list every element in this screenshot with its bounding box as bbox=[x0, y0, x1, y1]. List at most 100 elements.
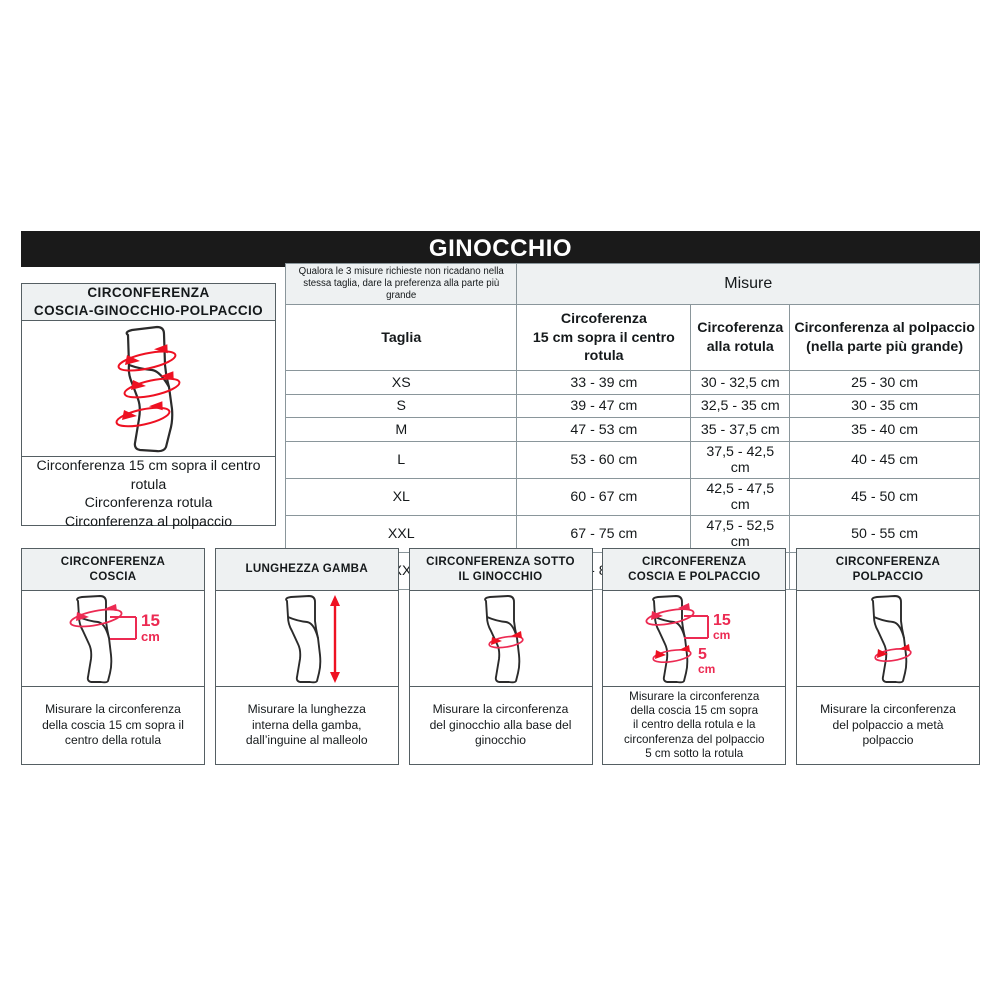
card-title-line1: LUNGHEZZA GAMBA bbox=[245, 562, 369, 576]
card-desc-line-2: della coscia 15 cm sopra il bbox=[42, 717, 184, 732]
annotation-value-15: 15 bbox=[713, 612, 731, 629]
info-desc-line-2: Circonferenza rotula bbox=[84, 495, 213, 512]
card-desc-line-3: polpaccio bbox=[862, 733, 914, 748]
annotation-value: 15 bbox=[141, 611, 160, 630]
column-header-rotula-line1: Circoferenza bbox=[697, 320, 784, 337]
column-header-taglia: Taglia bbox=[284, 304, 518, 372]
card-desc-line-4: circonferenza del polpaccio bbox=[624, 732, 765, 746]
card-desc-line-3: ginocchio bbox=[474, 733, 527, 748]
info-panel-header: CIRCONFERENZA COSCIA-GINOCCHIO-POLPACCIO bbox=[22, 284, 275, 322]
card-circonferenza-polpaccio: CIRCONFERENZA POLPACCIO Misurare la circ… bbox=[796, 548, 980, 765]
chart-title-bar: GINOCCHIO bbox=[21, 231, 980, 267]
column-header-sopra-rotula-line3: rotula bbox=[584, 348, 624, 365]
card-desc-line-1: Misurare la circonferenza bbox=[432, 701, 569, 716]
card-header: CIRCONFERENZA SOTTO IL GINOCCHIO bbox=[409, 549, 592, 591]
cell-polpaccio: 40 - 45 cm bbox=[789, 440, 980, 479]
page-title: GINOCCHIO bbox=[428, 235, 573, 262]
thigh-and-calf-circumference-icon: 15 cm 5 cm bbox=[645, 594, 731, 683]
card-desc-line-5: 5 cm sotto la rotula bbox=[645, 746, 744, 760]
info-panel-title-line1: CIRCONFERENZA bbox=[87, 285, 210, 300]
column-header-polpaccio: Circonferenza al polpaccio (nella parte … bbox=[789, 304, 980, 372]
cell-sopra-rotula: 33 - 39 cm bbox=[516, 370, 692, 395]
cell-rotula: 47,5 - 52,5 cm bbox=[690, 514, 791, 553]
card-title-line1: CIRCONFERENZA SOTTO bbox=[426, 555, 575, 569]
card-figure: 15 cm 5 cm bbox=[603, 591, 786, 687]
cell-polpaccio: 25 - 30 cm bbox=[789, 370, 980, 395]
cell-sopra-rotula: 39 - 47 cm bbox=[516, 393, 692, 419]
info-panel-title-line2: COSCIA-GINOCCHIO-POLPACCIO bbox=[33, 303, 264, 319]
length-double-arrow-icon bbox=[329, 594, 340, 683]
table-row: XS 33 - 39 cm 30 - 32,5 cm 25 - 30 cm bbox=[284, 370, 980, 395]
cell-rotula: 42,5 - 47,5 cm bbox=[690, 477, 791, 516]
card-circonferenza-coscia-polpaccio: CIRCONFERENZA COSCIA E POLPACCIO 15 cm bbox=[602, 548, 787, 765]
info-panel-description: Circonferenza 15 cm sopra il centro rotu… bbox=[22, 457, 275, 531]
card-title-line2: COSCIA bbox=[89, 569, 137, 583]
card-title-line1: CIRCONFERENZA bbox=[60, 555, 166, 569]
cell-polpaccio: 35 - 40 cm bbox=[789, 417, 980, 442]
card-figure bbox=[797, 591, 979, 687]
table-misure-header: Misure bbox=[516, 262, 980, 306]
cell-sopra-rotula: 60 - 67 cm bbox=[516, 477, 692, 516]
card-title-line1: CIRCONFERENZA bbox=[835, 555, 941, 569]
card-desc-line-2: interna della gamba, bbox=[251, 717, 362, 732]
measure-ellipse-calf bbox=[115, 401, 170, 428]
card-title-line2: POLPACCIO bbox=[852, 569, 924, 583]
column-header-sopra-rotula-line2: 15 cm sopra il centro bbox=[532, 329, 675, 346]
card-figure: 15 cm bbox=[22, 591, 204, 687]
info-panel-circonferenza: CIRCONFERENZA COSCIA-GINOCCHIO-POLPACCIO bbox=[21, 283, 276, 530]
card-circonferenza-sotto-ginocchio: CIRCONFERENZA SOTTO IL GINOCCHIO Misurar… bbox=[408, 548, 593, 765]
card-header: CIRCONFERENZA POLPACCIO bbox=[797, 549, 979, 591]
table-header-row: Taglia Circoferenza 15 cm sopra il centr… bbox=[284, 304, 980, 372]
card-desc-line-1: Misurare la lunghezza bbox=[247, 701, 366, 716]
card-desc-line-3: il centro della rotula e la bbox=[633, 718, 756, 732]
measurement-cards: CIRCONFERENZA COSCIA 15 cm Misurare la c… bbox=[21, 548, 980, 765]
card-lunghezza-gamba: LUNGHEZZA GAMBA Misurare la lunghezza in… bbox=[214, 548, 399, 765]
cell-sopra-rotula: 67 - 75 cm bbox=[516, 514, 692, 553]
card-header: CIRCONFERENZA COSCIA bbox=[22, 549, 204, 591]
cell-taglia: XL bbox=[284, 477, 518, 516]
card-desc-line-1: Misurare la circonferenza bbox=[820, 701, 956, 716]
cell-taglia: XXL bbox=[284, 514, 518, 553]
card-desc-line-2: della coscia 15 cm sopra bbox=[630, 704, 759, 718]
card-figure bbox=[215, 591, 398, 687]
column-header-taglia-line1: Taglia bbox=[381, 329, 422, 346]
card-description: Misurare la lunghezza interna della gamb… bbox=[216, 687, 398, 764]
card-title-line2: IL GINOCCHIO bbox=[458, 569, 543, 583]
column-header-polpaccio-line2: (nella parte più grande) bbox=[806, 338, 964, 355]
cell-sopra-rotula: 53 - 60 cm bbox=[516, 440, 692, 479]
cell-taglia: M bbox=[284, 417, 518, 442]
measure-ellipse-knee bbox=[123, 371, 180, 399]
leg-length-icon bbox=[284, 594, 340, 683]
card-title-line2: COSCIA E POLPACCIO bbox=[628, 569, 761, 583]
table-row: XL 60 - 67 cm 42,5 - 47,5 cm 45 - 50 cm bbox=[284, 477, 980, 516]
cell-taglia: XS bbox=[284, 370, 518, 395]
card-header: CIRCONFERENZA COSCIA E POLPACCIO bbox=[603, 549, 786, 591]
thigh-circumference-icon: 15 cm bbox=[69, 594, 160, 683]
cell-polpaccio: 45 - 50 cm bbox=[789, 477, 980, 516]
info-panel-figure bbox=[22, 321, 275, 458]
annotation-unit-5: cm bbox=[698, 662, 715, 676]
card-description: Misurare la circonferenza della coscia 1… bbox=[22, 687, 204, 764]
cell-rotula: 30 - 32,5 cm bbox=[690, 370, 791, 395]
card-description: Misurare la circonferenza del ginocchio … bbox=[410, 687, 592, 764]
info-desc-line-1: Circonferenza 15 cm sopra il centro rotu… bbox=[36, 457, 261, 493]
leg-three-circumferences-icon bbox=[115, 326, 180, 453]
column-header-rotula: Circoferenza alla rotula bbox=[690, 304, 791, 372]
table-row: XXL 67 - 75 cm 47,5 - 52,5 cm 50 - 55 cm bbox=[284, 514, 980, 553]
cell-sopra-rotula: 47 - 53 cm bbox=[516, 417, 692, 442]
card-desc-line-3: dall’inguine al malleolo bbox=[245, 733, 368, 748]
table-row: M 47 - 53 cm 35 - 37,5 cm 35 - 40 cm bbox=[284, 417, 980, 442]
column-header-polpaccio-line1: Circonferenza al polpaccio bbox=[794, 320, 975, 337]
annotation-unit: cm bbox=[141, 629, 160, 644]
cell-taglia: S bbox=[284, 393, 518, 419]
card-circonferenza-coscia: CIRCONFERENZA COSCIA 15 cm Misurare la c… bbox=[21, 548, 205, 765]
card-title-line1: CIRCONFERENZA bbox=[642, 555, 747, 569]
cell-rotula: 37,5 - 42,5 cm bbox=[690, 440, 791, 479]
table-note-row: Qualora le 3 misure richieste non ricada… bbox=[284, 262, 980, 306]
cell-polpaccio: 50 - 55 cm bbox=[789, 514, 980, 553]
info-desc-line-3: Circonferenza al polpaccio bbox=[64, 514, 233, 531]
cell-polpaccio: 30 - 35 cm bbox=[789, 393, 980, 419]
calf-circumference-icon bbox=[871, 594, 912, 683]
card-desc-line-2: del polpaccio a metà bbox=[832, 717, 944, 732]
